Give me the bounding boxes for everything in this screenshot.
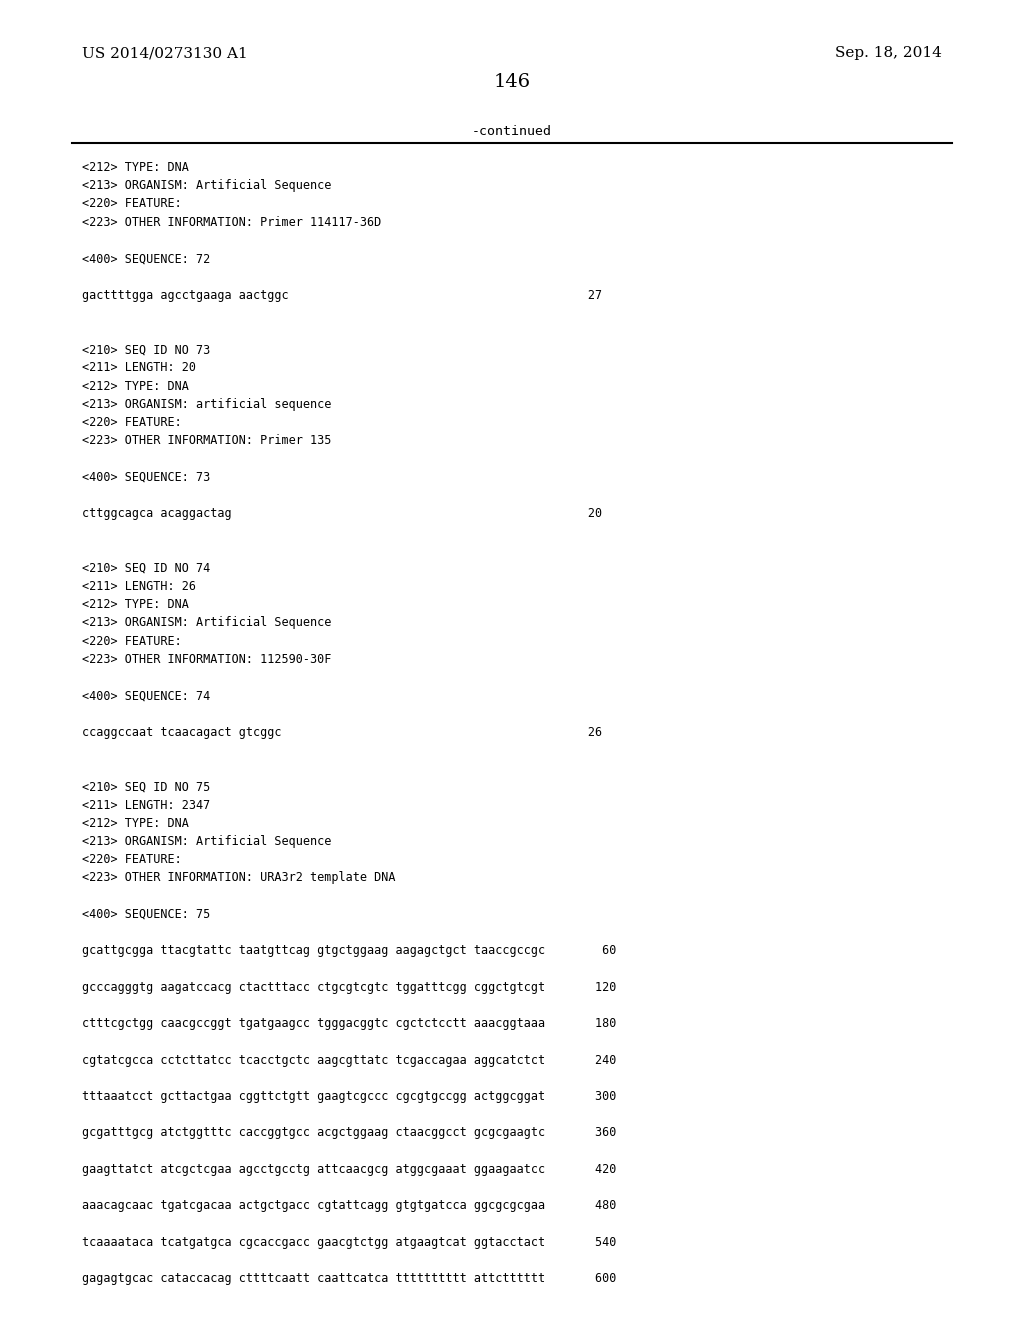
Text: <220> FEATURE:: <220> FEATURE: — [82, 853, 181, 866]
Text: <400> SEQUENCE: 72: <400> SEQUENCE: 72 — [82, 252, 210, 265]
Text: <212> TYPE: DNA: <212> TYPE: DNA — [82, 161, 188, 174]
Text: <223> OTHER INFORMATION: Primer 135: <223> OTHER INFORMATION: Primer 135 — [82, 434, 332, 447]
Text: <223> OTHER INFORMATION: URA3r2 template DNA: <223> OTHER INFORMATION: URA3r2 template… — [82, 871, 395, 884]
Text: gcccagggtg aagatccacg ctactttacc ctgcgtcgtc tggatttcgg cggctgtcgt       120: gcccagggtg aagatccacg ctactttacc ctgcgtc… — [82, 981, 616, 994]
Text: <220> FEATURE:: <220> FEATURE: — [82, 416, 181, 429]
Text: <400> SEQUENCE: 74: <400> SEQUENCE: 74 — [82, 689, 210, 702]
Text: 146: 146 — [494, 73, 530, 91]
Text: <212> TYPE: DNA: <212> TYPE: DNA — [82, 817, 188, 830]
Text: <220> FEATURE:: <220> FEATURE: — [82, 635, 181, 648]
Text: <213> ORGANISM: Artificial Sequence: <213> ORGANISM: Artificial Sequence — [82, 836, 332, 847]
Text: <400> SEQUENCE: 73: <400> SEQUENCE: 73 — [82, 471, 210, 483]
Text: cgtatcgcca cctcttatcc tcacctgctc aagcgttatc tcgaccagaa aggcatctct       240: cgtatcgcca cctcttatcc tcacctgctc aagcgtt… — [82, 1053, 616, 1067]
Text: Sep. 18, 2014: Sep. 18, 2014 — [836, 46, 942, 61]
Text: gcattgcgga ttacgtattc taatgttcag gtgctggaag aagagctgct taaccgccgc        60: gcattgcgga ttacgtattc taatgttcag gtgctgg… — [82, 944, 616, 957]
Text: <210> SEQ ID NO 73: <210> SEQ ID NO 73 — [82, 343, 210, 356]
Text: -continued: -continued — [472, 125, 552, 139]
Text: US 2014/0273130 A1: US 2014/0273130 A1 — [82, 46, 248, 61]
Text: <223> OTHER INFORMATION: 112590-30F: <223> OTHER INFORMATION: 112590-30F — [82, 653, 332, 665]
Text: <223> OTHER INFORMATION: Primer 114117-36D: <223> OTHER INFORMATION: Primer 114117-3… — [82, 215, 381, 228]
Text: <213> ORGANISM: Artificial Sequence: <213> ORGANISM: Artificial Sequence — [82, 180, 332, 193]
Text: gagagtgcac cataccacag cttttcaatt caattcatca tttttttttt attctttttt       600: gagagtgcac cataccacag cttttcaatt caattca… — [82, 1272, 616, 1286]
Text: <212> TYPE: DNA: <212> TYPE: DNA — [82, 598, 188, 611]
Text: <212> TYPE: DNA: <212> TYPE: DNA — [82, 380, 188, 392]
Text: cttggcagca acaggactag                                                  20: cttggcagca acaggactag 20 — [82, 507, 602, 520]
Text: <220> FEATURE:: <220> FEATURE: — [82, 198, 181, 210]
Text: aaacagcaac tgatcgacaa actgctgacc cgtattcagg gtgtgatcca ggcgcgcgaa       480: aaacagcaac tgatcgacaa actgctgacc cgtattc… — [82, 1200, 616, 1212]
Text: <210> SEQ ID NO 74: <210> SEQ ID NO 74 — [82, 562, 210, 574]
Text: <211> LENGTH: 26: <211> LENGTH: 26 — [82, 579, 196, 593]
Text: ctttcgctgg caacgccggt tgatgaagcc tgggacggtc cgctctcctt aaacggtaaa       180: ctttcgctgg caacgccggt tgatgaagcc tgggacg… — [82, 1018, 616, 1030]
Text: gaagttatct atcgctcgaa agcctgcctg attcaacgcg atggcgaaat ggaagaatcc       420: gaagttatct atcgctcgaa agcctgcctg attcaac… — [82, 1163, 616, 1176]
Text: tttaaatcct gcttactgaa cggttctgtt gaagtcgccc cgcgtgccgg actggcggat       300: tttaaatcct gcttactgaa cggttctgtt gaagtcg… — [82, 1090, 616, 1104]
Text: <211> LENGTH: 20: <211> LENGTH: 20 — [82, 362, 196, 375]
Text: <210> SEQ ID NO 75: <210> SEQ ID NO 75 — [82, 780, 210, 793]
Text: <211> LENGTH: 2347: <211> LENGTH: 2347 — [82, 799, 210, 812]
Text: gacttttgga agcctgaaga aactggc                                          27: gacttttgga agcctgaaga aactggc 27 — [82, 289, 602, 301]
Text: tcaaaataca tcatgatgca cgcaccgacc gaacgtctgg atgaagtcat ggtacctact       540: tcaaaataca tcatgatgca cgcaccgacc gaacgtc… — [82, 1236, 616, 1249]
Text: gcgatttgcg atctggtttc caccggtgcc acgctggaag ctaacggcct gcgcgaagtc       360: gcgatttgcg atctggtttc caccggtgcc acgctgg… — [82, 1126, 616, 1139]
Text: ccaggccaat tcaacagact gtcggc                                           26: ccaggccaat tcaacagact gtcggc 26 — [82, 726, 602, 739]
Text: <213> ORGANISM: Artificial Sequence: <213> ORGANISM: Artificial Sequence — [82, 616, 332, 630]
Text: <213> ORGANISM: artificial sequence: <213> ORGANISM: artificial sequence — [82, 397, 332, 411]
Text: <400> SEQUENCE: 75: <400> SEQUENCE: 75 — [82, 908, 210, 921]
